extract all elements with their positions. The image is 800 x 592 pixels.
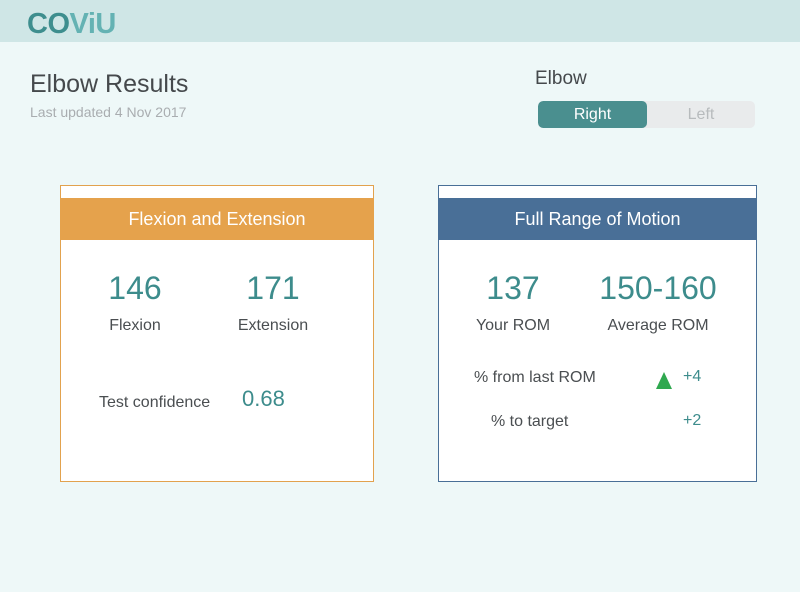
svg-text:COViU: COViU — [27, 10, 116, 40]
